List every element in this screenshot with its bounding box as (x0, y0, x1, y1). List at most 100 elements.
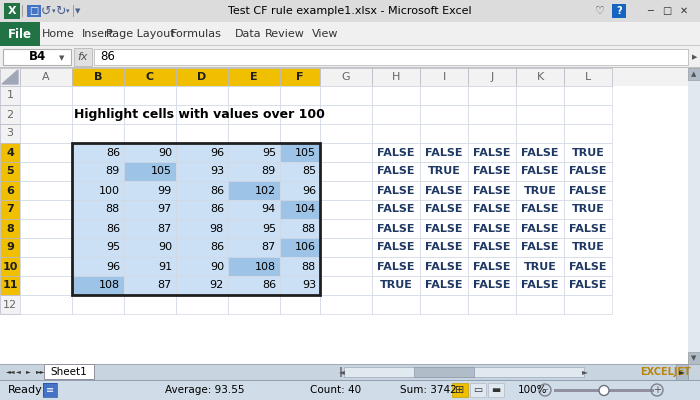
Text: FALSE: FALSE (426, 242, 463, 252)
Text: ▬: ▬ (491, 385, 500, 395)
Bar (564, 257, 612, 276)
Bar (564, 124, 612, 143)
Bar (0, 45, 700, 46)
Bar (176, 68, 228, 86)
Bar (468, 86, 516, 105)
Bar (228, 162, 280, 181)
Text: B: B (94, 72, 102, 82)
Text: 91: 91 (158, 262, 172, 272)
Bar (280, 124, 320, 143)
Text: 96: 96 (210, 148, 224, 158)
Bar (564, 219, 612, 238)
Text: Review: Review (265, 29, 305, 39)
Bar (124, 276, 176, 295)
Bar (176, 86, 228, 105)
Text: 4: 4 (6, 148, 14, 158)
Bar (468, 162, 516, 181)
Bar (0, 105, 20, 124)
Bar (20, 162, 72, 181)
Bar (516, 257, 564, 276)
Text: FALSE: FALSE (377, 224, 414, 234)
Text: 88: 88 (106, 204, 120, 214)
Bar (0, 68, 688, 86)
Text: FALSE: FALSE (377, 204, 414, 214)
Bar (124, 105, 176, 124)
Bar (72, 86, 124, 105)
Text: 105: 105 (151, 166, 172, 176)
Text: 86: 86 (100, 50, 115, 64)
Bar (94, 49, 688, 65)
Text: 106: 106 (295, 242, 316, 252)
Bar (124, 219, 176, 238)
Bar (124, 181, 176, 200)
Bar (280, 295, 320, 314)
Text: 8: 8 (6, 224, 14, 234)
Text: ▭: ▭ (473, 385, 482, 395)
Bar (414, 367, 474, 377)
Bar (20, 276, 72, 295)
Bar (72, 238, 124, 257)
Text: K: K (536, 72, 544, 82)
Bar (0, 295, 20, 314)
Text: Formulas: Formulas (171, 29, 221, 39)
Text: EXCELJET: EXCELJET (640, 367, 691, 377)
Bar (0, 276, 20, 295)
Text: I: I (442, 72, 446, 82)
Text: ⊞: ⊞ (455, 385, 465, 395)
Bar (280, 162, 320, 181)
Text: 108: 108 (255, 262, 276, 272)
Bar (280, 68, 320, 86)
Text: TRUE: TRUE (572, 148, 604, 158)
Bar (470, 383, 486, 397)
Text: ▾: ▾ (66, 8, 70, 14)
Bar (516, 276, 564, 295)
Bar (420, 200, 468, 219)
Text: 87: 87 (158, 280, 172, 290)
Text: Ready: Ready (8, 385, 43, 395)
Bar (420, 257, 468, 276)
Bar (72, 143, 320, 295)
Text: FALSE: FALSE (522, 242, 559, 252)
Bar (676, 364, 688, 380)
Text: FALSE: FALSE (473, 166, 511, 176)
Bar (228, 105, 280, 124)
Bar (72, 181, 124, 200)
Bar (420, 295, 468, 314)
Bar (468, 181, 516, 200)
Circle shape (599, 386, 609, 396)
Text: ▶: ▶ (692, 54, 698, 60)
Text: FALSE: FALSE (473, 186, 511, 196)
Bar (124, 68, 176, 86)
Bar (420, 105, 468, 124)
Text: Count: 40: Count: 40 (310, 385, 361, 395)
Text: ─: ─ (543, 387, 547, 393)
Text: FALSE: FALSE (473, 148, 511, 158)
Bar (372, 124, 420, 143)
Text: FALSE: FALSE (377, 186, 414, 196)
Text: FALSE: FALSE (426, 204, 463, 214)
Text: 5: 5 (6, 166, 14, 176)
Text: ▼: ▼ (60, 55, 64, 61)
Bar (176, 124, 228, 143)
Text: 1: 1 (6, 90, 13, 100)
Bar (228, 238, 280, 257)
Bar (420, 238, 468, 257)
Bar (320, 257, 372, 276)
Text: 86: 86 (210, 186, 224, 196)
Text: FALSE: FALSE (377, 262, 414, 272)
Bar (420, 219, 468, 238)
Text: J: J (491, 72, 494, 82)
Text: □: □ (662, 6, 671, 16)
Bar (0, 68, 20, 86)
Bar (320, 162, 372, 181)
Bar (20, 200, 72, 219)
Bar (372, 143, 420, 162)
Bar (340, 367, 342, 377)
Text: C: C (146, 72, 154, 82)
Bar (124, 143, 176, 162)
Bar (73, 5, 74, 17)
Bar (516, 68, 564, 86)
Bar (124, 257, 176, 276)
Text: 90: 90 (158, 242, 172, 252)
Bar (0, 143, 20, 162)
